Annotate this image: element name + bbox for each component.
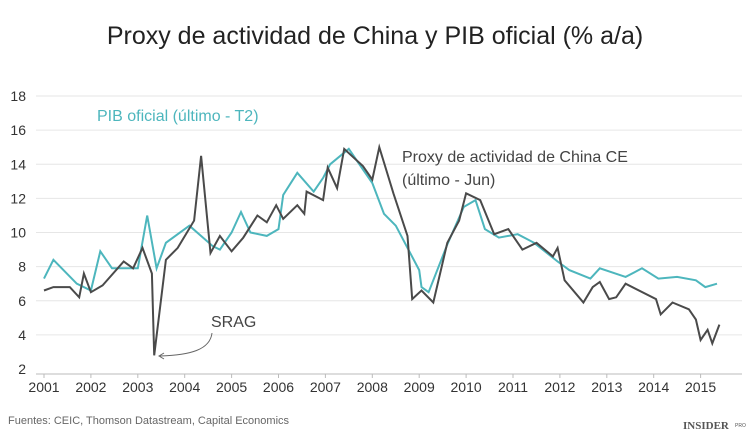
proxy-actividad-line — [43, 143, 721, 356]
x-tick-label: 2012 — [544, 379, 575, 395]
x-tick-label: 2005 — [216, 379, 247, 395]
x-tick-label: 2010 — [451, 379, 482, 395]
source-note: Fuentes: CEIC, Thomson Datastream, Capit… — [8, 415, 290, 427]
x-tick-label: 2011 — [498, 379, 528, 395]
proxy-series-label: Proxy de actividad de China CE — [402, 149, 628, 166]
x-tick-label: 2015 — [685, 379, 716, 395]
y-tick-label: 18 — [10, 88, 26, 104]
pib-oficial-line — [43, 147, 718, 294]
y-tick-label: 12 — [10, 190, 26, 206]
x-tick-label: 2001 — [28, 379, 59, 395]
y-tick-label: 10 — [10, 225, 26, 241]
chart-title: Proxy de actividad de China y PIB oficia… — [107, 22, 643, 50]
x-tick-label: 2004 — [169, 379, 200, 395]
y-axis-ticks: 2 4 6 8 10 12 14 16 18 — [10, 88, 26, 377]
y-tick-label: 4 — [18, 327, 26, 343]
y-tick-label: 16 — [10, 122, 26, 138]
x-tick-label: 2002 — [75, 379, 106, 395]
x-tick-label: 2014 — [638, 379, 669, 395]
x-tick-label: 2009 — [404, 379, 435, 395]
pib-series-label: PIB oficial (último - T2) — [97, 108, 259, 125]
x-tick-label: 2003 — [122, 379, 153, 395]
arrowhead-icon — [158, 352, 165, 360]
logo-suffix: PRO — [735, 423, 746, 429]
srag-arrow — [159, 332, 213, 357]
x-tick-label: 2007 — [310, 379, 341, 395]
y-tick-label: 8 — [18, 259, 26, 275]
proxy-series-label-line2: (último - Jun) — [402, 172, 495, 189]
series-group — [43, 143, 721, 356]
x-tick-label: 2013 — [591, 379, 622, 395]
y-tick-label: 6 — [18, 293, 26, 309]
x-axis-ticks: 2001 2002 2003 2004 2005 2006 2007 2008 … — [28, 379, 716, 395]
srag-annotation: SRAG — [211, 314, 256, 331]
x-tick-label: 2006 — [263, 379, 294, 395]
x-tick-label: 2008 — [357, 379, 388, 395]
y-tick-label: 2 — [18, 361, 26, 377]
y-tick-label: 14 — [10, 156, 26, 172]
logo: INSIDER — [683, 420, 730, 432]
gridlines — [36, 95, 742, 378]
